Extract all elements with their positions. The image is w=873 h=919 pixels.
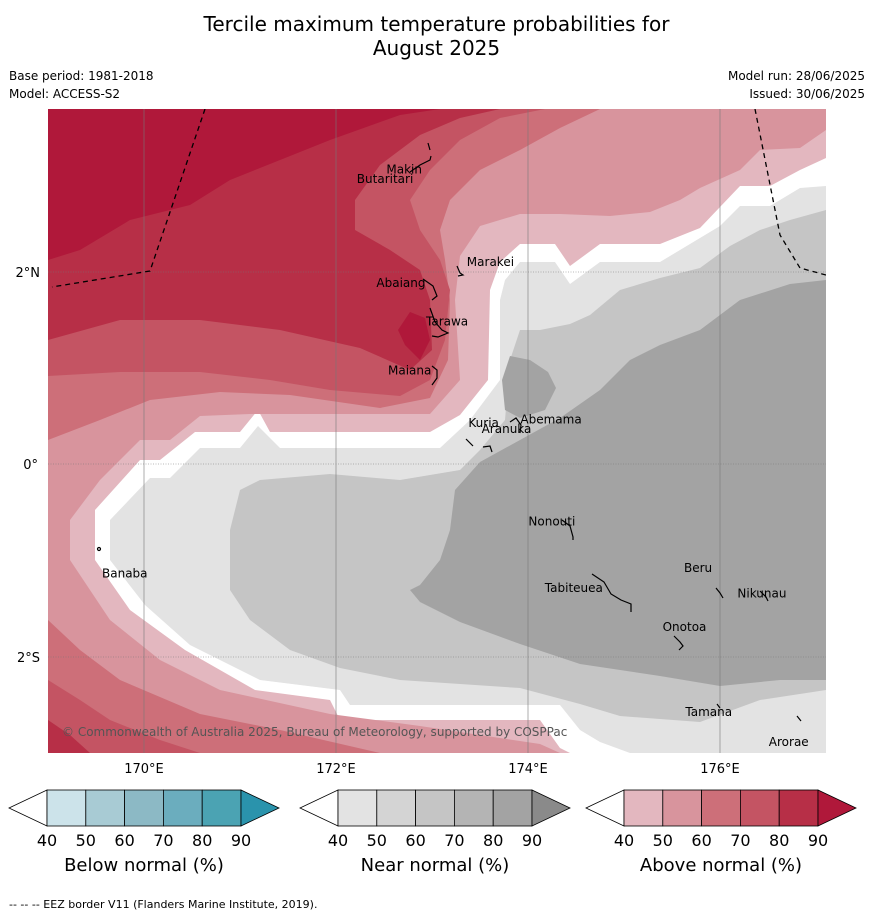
lon-tick-176: 176°E	[700, 762, 740, 777]
lat-tick-labels: 2°N 0° 2°S	[16, 266, 41, 666]
colorbar-segment	[162, 789, 203, 827]
colorbar-label: Above normal (%)	[640, 855, 802, 876]
map-title: Tercile maximum temperature probabilitie…	[0, 12, 873, 60]
title-line-2: August 2025	[372, 36, 501, 60]
place-label-onotoa: Onotoa	[663, 620, 707, 634]
colorbar-segment	[623, 789, 664, 827]
above-normal-90-core	[48, 109, 440, 260]
colorbar-label: Near normal (%)	[361, 855, 510, 876]
colorbar-2: 40 50 60 70 80 90 Above normal (%)	[585, 789, 857, 876]
lat-tick-2n: 2°N	[16, 266, 41, 281]
meta-right: Model run: 28/06/2025 Issued: 30/06/2025	[728, 67, 865, 103]
lon-tick-174: 174°E	[508, 762, 548, 777]
place-label-marakei: Marakei	[467, 255, 514, 269]
colorbar-min-arrow	[299, 789, 339, 827]
colorbar-tick: 50	[76, 831, 96, 850]
colorbar-tick: 90	[522, 831, 542, 850]
colorbar-tick: 70	[153, 831, 173, 850]
colorbar-tick: 60	[691, 831, 711, 850]
issued-date: Issued: 30/06/2025	[749, 87, 865, 101]
place-label-banaba: Banaba	[102, 566, 148, 580]
lon-tick-labels: 170°E 172°E 174°E 176°E	[124, 762, 740, 777]
eez-border	[51, 109, 826, 288]
near-normal-abemama-patch	[502, 356, 556, 418]
place-label-abaiang: Abaiang	[376, 276, 425, 290]
colorbars: 40 50 60 70 80 90 Below normal (%) 40 50 60 70 80 90…	[8, 789, 857, 876]
colorbar-max-arrow	[531, 789, 571, 827]
base-period: Base period: 1981-2018	[9, 69, 154, 83]
probability-field	[48, 109, 826, 753]
eez-footer-note: -- -- -- EEZ border V11 (Flanders Marine…	[9, 898, 318, 911]
place-label-arorae: Arorae	[769, 735, 809, 749]
above-normal-tarawa-core	[398, 312, 430, 360]
model-name: Model: ACCESS-S2	[9, 87, 121, 101]
colorbar-1: 40 50 60 70 80 90 Near normal (%)	[299, 789, 571, 876]
meta-left: Base period: 1981-2018 Model: ACCESS-S2	[9, 67, 154, 103]
colorbar-tick: 40	[328, 831, 348, 850]
island-outlines	[96, 142, 802, 722]
colorbar-tick: 50	[367, 831, 387, 850]
colorbar-tick: 80	[192, 831, 212, 850]
colorbar-segment	[46, 789, 87, 827]
colorbar-segment	[124, 789, 164, 827]
lat-tick-2s: 2°S	[17, 651, 40, 666]
near-normal-60-band	[410, 280, 826, 686]
colorbar-tick: 60	[405, 831, 425, 850]
colorbar-segment	[453, 789, 494, 827]
lat-tick-0: 0°	[23, 458, 38, 473]
colorbar-segment	[85, 789, 126, 827]
colorbar-segment	[778, 789, 819, 827]
place-label-kuria: Kuria	[468, 416, 499, 430]
place-label-tamana: Tamana	[684, 705, 732, 719]
place-label-nikunau: Nikunau	[737, 586, 786, 600]
colorbar-segment	[701, 789, 741, 827]
place-label-abemama: Abemama	[520, 413, 581, 427]
place-label-aranuka: Aranuka	[482, 422, 532, 436]
colorbar-tick: 90	[231, 831, 251, 850]
colorbar-segment	[337, 789, 378, 827]
model-run: Model run: 28/06/2025	[727, 69, 865, 83]
colorbar-label: Below normal (%)	[64, 855, 224, 876]
colorbar-0: 40 50 60 70 80 90 Below normal (%)	[8, 789, 280, 876]
lon-tick-172: 172°E	[316, 762, 356, 777]
colorbar-tick: 80	[483, 831, 503, 850]
lat-gridlines	[48, 271, 826, 658]
place-label-butaritari: Butaritari	[357, 172, 414, 186]
place-label-beru: Beru	[684, 561, 712, 575]
lon-tick-170: 170°E	[124, 762, 164, 777]
colorbar-min-arrow	[8, 789, 48, 827]
place-label-makin: Makin	[386, 162, 422, 176]
colorbar-tick: 40	[614, 831, 634, 850]
place-label-maiana: Maiana	[388, 364, 431, 378]
place-label-tarawa: Tarawa	[425, 315, 468, 329]
copyright-text: © Commonwealth of Australia 2025, Bureau…	[62, 725, 567, 739]
title-line-1: Tercile maximum temperature probabilitie…	[203, 12, 670, 36]
colorbar-segment	[201, 789, 242, 827]
colorbar-min-arrow	[585, 789, 625, 827]
graticule	[143, 109, 721, 753]
place-label-tabiteuea: Tabiteuea	[544, 581, 603, 595]
colorbar-tick: 80	[769, 831, 789, 850]
above-normal-80-band	[48, 109, 500, 753]
colorbar-tick: 60	[114, 831, 134, 850]
colorbar-max-arrow	[817, 789, 857, 827]
colorbar-segment	[740, 789, 780, 827]
colorbar-segment	[415, 789, 455, 827]
colorbar-segment	[492, 789, 533, 827]
colorbar-segment	[662, 789, 702, 827]
colorbar-tick: 70	[444, 831, 464, 850]
colorbar-tick: 50	[653, 831, 673, 850]
colorbar-tick: 90	[808, 831, 828, 850]
colorbar-tick: 40	[37, 831, 57, 850]
place-label-nonouti: Nonouti	[528, 515, 575, 529]
colorbar-tick: 70	[730, 831, 750, 850]
colorbar-max-arrow	[240, 789, 280, 827]
colorbar-segment	[376, 789, 416, 827]
